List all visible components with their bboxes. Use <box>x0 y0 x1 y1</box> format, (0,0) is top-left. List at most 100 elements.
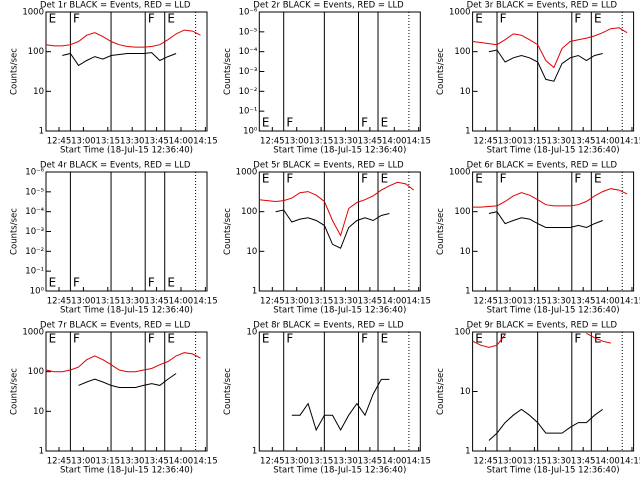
x-tick-label: 12:45 <box>260 297 285 307</box>
y-axis-label: Counts/sec <box>436 48 446 95</box>
y-tick-label: 10 <box>460 247 471 257</box>
y-tick-label: 10⁰ <box>243 127 258 137</box>
y-tick-label: 10⁻⁴ <box>25 207 44 217</box>
y-tick-label: 10⁻³ <box>239 67 258 77</box>
y-axis-label: Counts/sec <box>10 48 20 95</box>
x-tick-label: 13:15 <box>309 137 334 147</box>
x-tick-label: 13:30 <box>333 137 358 147</box>
x-tick-label: 13:45 <box>358 137 383 147</box>
x-tick-label: 13:15 <box>96 457 121 467</box>
y-tick-label: 100 <box>454 47 470 57</box>
x-tick-label: 14:00 <box>595 297 620 307</box>
x-tick-label: 14:15 <box>620 137 640 147</box>
x-tick-label: 14:15 <box>193 457 218 467</box>
panel-title: Det 4r BLACK = Events, RED = LLD <box>40 161 191 171</box>
annotation: F <box>286 116 293 130</box>
x-tick-label: 13:00 <box>71 457 96 467</box>
y-tick-label: 1000 <box>449 8 471 18</box>
annotation: E <box>475 12 483 26</box>
annotation: E <box>475 172 483 186</box>
y-tick-label: 10⁻⁵ <box>25 187 44 197</box>
annotation: E <box>262 332 270 346</box>
series-line <box>472 27 628 69</box>
x-axis-label: Start Time (18-Jul-15 12:36:40) <box>60 306 193 316</box>
x-tick-label: 14:00 <box>169 137 194 147</box>
annotation: F <box>148 332 155 346</box>
x-axis-label: Start Time (18-Jul-15 12:36:40) <box>487 466 620 476</box>
annotation: F <box>361 332 368 346</box>
x-tick-label: 12:45 <box>47 457 72 467</box>
x-axis-label: Start Time (18-Jul-15 12:36:40) <box>273 146 406 156</box>
annotation: E <box>594 12 602 26</box>
series-line <box>78 373 177 388</box>
x-axis-label: Start Time (18-Jul-15 12:36:40) <box>487 146 620 156</box>
x-tick-label: 13:00 <box>498 457 523 467</box>
x-tick-label: 13:45 <box>144 137 169 147</box>
x-tick-label: 13:30 <box>120 457 145 467</box>
x-tick-label: 13:45 <box>358 457 383 467</box>
y-axis-label: Counts/sec <box>436 208 446 255</box>
x-tick-label: 14:15 <box>406 457 431 467</box>
x-tick-label: 13:15 <box>309 297 334 307</box>
annotation: E <box>167 12 175 26</box>
series-line <box>62 52 177 67</box>
annotation: F <box>286 332 293 346</box>
x-axis-label: Start Time (18-Jul-15 12:36:40) <box>60 146 193 156</box>
x-tick-label: 13:45 <box>144 457 169 467</box>
y-tick-label: 10 <box>460 87 471 97</box>
y-tick-label: 1000 <box>22 328 44 338</box>
y-tick-label: 1000 <box>236 168 258 178</box>
y-tick-label: 1000 <box>22 8 44 18</box>
plot-frame <box>472 11 635 132</box>
x-tick-label: 12:45 <box>47 297 72 307</box>
series-line <box>472 332 611 348</box>
annotation: F <box>148 12 155 26</box>
y-tick-label: 10⁻⁶ <box>25 168 44 178</box>
annotation: F <box>286 172 293 186</box>
annotation: F <box>574 12 581 26</box>
x-tick-label: 14:00 <box>169 457 194 467</box>
annotation: E <box>262 172 270 186</box>
y-tick-label: 10 <box>33 407 44 417</box>
series-line <box>275 209 390 249</box>
x-tick-label: 14:00 <box>382 457 407 467</box>
x-tick-label: 13:15 <box>96 137 121 147</box>
x-tick-label: 14:00 <box>169 297 194 307</box>
annotation: E <box>49 12 57 26</box>
annotation: E <box>381 332 389 346</box>
x-tick-label: 14:15 <box>620 297 640 307</box>
x-tick-label: 13:45 <box>358 297 383 307</box>
y-tick-label: 1 <box>252 447 257 457</box>
x-tick-label: 13:45 <box>571 457 596 467</box>
annotation: F <box>500 332 507 346</box>
y-tick-label: 10 <box>33 87 44 97</box>
annotation: F <box>73 332 80 346</box>
annotation: E <box>49 276 57 290</box>
y-tick-label: 100 <box>28 367 44 377</box>
y-tick-label: 10⁰ <box>30 287 45 297</box>
x-axis-label: Start Time (18-Jul-15 12:36:40) <box>273 466 406 476</box>
annotation: F <box>574 332 581 346</box>
x-tick-label: 13:45 <box>144 297 169 307</box>
x-tick-label: 14:00 <box>382 297 407 307</box>
annotation: E <box>594 332 602 346</box>
x-tick-label: 14:15 <box>620 457 640 467</box>
x-tick-label: 13:15 <box>522 457 547 467</box>
panel-title: Det 8r BLACK = Events, RED = LLD <box>253 321 404 331</box>
x-tick-label: 13:30 <box>333 457 358 467</box>
y-tick-label: 10⁻⁶ <box>239 8 258 18</box>
annotation: F <box>73 276 80 290</box>
x-tick-label: 13:30 <box>547 297 572 307</box>
series-line <box>488 49 603 82</box>
x-tick-label: 14:00 <box>595 457 620 467</box>
annotation: F <box>361 172 368 186</box>
x-tick-label: 13:15 <box>309 457 334 467</box>
y-axis-label: Counts/sec <box>223 48 233 95</box>
plot-frame <box>472 171 635 292</box>
x-tick-label: 12:45 <box>47 137 72 147</box>
x-tick-label: 12:45 <box>260 137 285 147</box>
y-tick-label: 10⁻¹ <box>239 107 258 117</box>
y-tick-label: 10 <box>460 387 471 397</box>
x-tick-label: 12:45 <box>473 457 498 467</box>
